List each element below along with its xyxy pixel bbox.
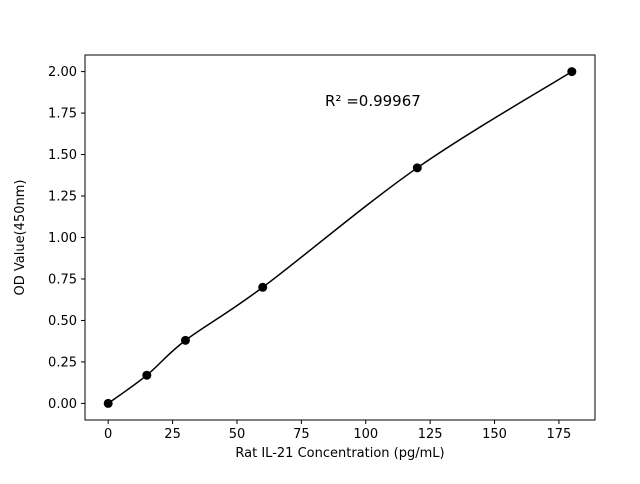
x-tick-label: 150	[482, 427, 507, 442]
x-tick-label: 100	[353, 427, 378, 442]
y-tick-label: 0.00	[48, 397, 77, 412]
data-point	[142, 370, 152, 380]
data-point	[567, 67, 577, 77]
y-axis-label: OD Value(450nm)	[13, 180, 28, 296]
x-tick-label: 50	[229, 427, 246, 442]
data-point	[103, 398, 113, 408]
y-tick-label: 1.50	[48, 148, 77, 163]
fit-curve	[107, 70, 573, 405]
x-tick-label: 125	[418, 427, 443, 442]
plot-content	[103, 67, 577, 408]
y-tick-label: 0.75	[48, 272, 77, 287]
y-tick-label: 0.25	[48, 355, 77, 370]
y-tick-label: 1.75	[48, 107, 77, 122]
x-tick-label: 0	[104, 427, 112, 442]
x-tick-label: 75	[293, 427, 310, 442]
data-point	[180, 335, 190, 345]
x-axis-label: Rat IL-21 Concentration (pg/mL)	[235, 446, 444, 461]
data-point	[412, 163, 422, 173]
r-squared-annotation: R² =0.99967	[325, 92, 421, 110]
y-ticks: 0.00 0.25 0.50 0.75 1.00 1.25 1.50 1.75 2.00	[48, 65, 85, 412]
y-tick-label: 0.50	[48, 314, 77, 329]
y-tick-label: 1.00	[48, 231, 77, 246]
y-tick-label: 2.00	[48, 65, 77, 80]
y-tick-label: 1.25	[48, 190, 77, 205]
data-point	[258, 282, 268, 292]
x-tick-label: 25	[164, 427, 181, 442]
x-ticks: 0 25 50 75 100 125 150 175	[104, 420, 571, 442]
x-tick-label: 175	[547, 427, 572, 442]
